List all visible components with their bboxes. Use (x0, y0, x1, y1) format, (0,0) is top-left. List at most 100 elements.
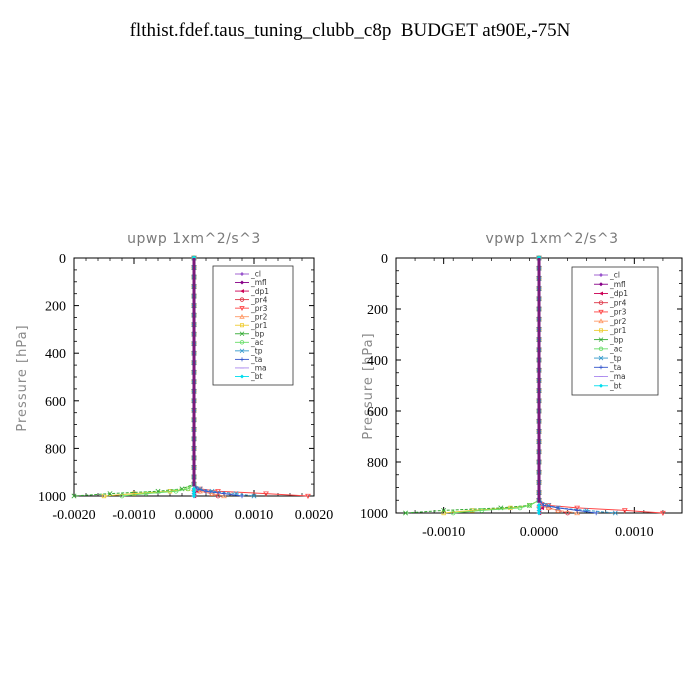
legend-label-pr1-vpwp: _pr1 (609, 326, 627, 335)
x-tick-label-upwp: -0.0010 (112, 508, 155, 523)
series-point-ac-vpwp (450, 510, 456, 516)
series-line-pr1-vpwp (443, 258, 540, 514)
series-line-pr2-vpwp (538, 258, 578, 514)
legend-label-tp-vpwp: _tp (609, 354, 622, 363)
series-point-bt-vpwp (536, 503, 542, 508)
legend-label-bt-upwp: _bt (250, 372, 263, 381)
legend-label-pr4-upwp: _pr4 (250, 295, 268, 304)
series-point-ta-upwp (239, 493, 245, 499)
legend-label-ma-vpwp: _ma (609, 372, 626, 381)
series-point-pr2-vpwp (574, 509, 581, 516)
y-tick-label-vpwp: 200 (367, 303, 388, 318)
series-point-pr3-vpwp (660, 510, 666, 517)
series-line-ac-upwp (121, 258, 195, 497)
series-point-bp-upwp (107, 491, 113, 497)
legend-marker-mfl-upwp (240, 280, 244, 285)
series-point-ta-vpwp (541, 503, 546, 508)
legend-marker-ta-vpwp (599, 365, 603, 370)
legend-marker-ac-vpwp (598, 346, 604, 352)
legend-label-ac-vpwp: _ac (609, 345, 622, 354)
y-tick-label-upwp: 600 (45, 395, 66, 410)
series-point-pr3-upwp (263, 491, 269, 497)
legend-label-bp-upwp: _bp (250, 329, 265, 338)
series-point-bt-upwp (191, 493, 197, 499)
series-point-ta-vpwp (555, 505, 561, 511)
series-point-ac-upwp (185, 486, 191, 492)
series-point-ac-upwp (119, 493, 125, 499)
series-point-bt-upwp (191, 486, 197, 492)
legend-label-ta-upwp: _ta (250, 355, 262, 364)
legend-label-tp-upwp: _tp (250, 347, 263, 356)
series-point-pr3-vpwp (621, 508, 628, 514)
legend-marker-bt-upwp (240, 374, 244, 379)
series-point-pr1-vpwp (470, 508, 475, 513)
y-tick-label-vpwp: 0 (381, 252, 388, 267)
series-point-ac-upwp (143, 491, 149, 496)
legend-marker-tp-vpwp (598, 355, 604, 361)
series-point-bt-vpwp (536, 505, 542, 511)
series-point-pr3-vpwp (574, 505, 581, 511)
y-tick-label-upwp: 0 (59, 252, 66, 267)
x-tick-label-upwp: 0.0010 (235, 508, 274, 523)
y-axis-label-vpwp: Pressure [hPa] (361, 332, 376, 439)
y-tick-label-vpwp: 400 (367, 354, 388, 369)
series-point-bt-upwp (191, 489, 197, 494)
series-point-ta-upwp (221, 491, 227, 496)
y-tick-label-upwp: 800 (45, 442, 66, 457)
legend-label-pr1-upwp: _pr1 (250, 321, 268, 330)
series-point-ta-vpwp (594, 510, 599, 516)
legend-label-mfl-upwp: _mfl (250, 278, 267, 287)
legend-marker-pr2-upwp (239, 313, 245, 319)
y-tick-label-vpwp: 800 (367, 456, 388, 471)
x-tick-label-upwp: 0.0020 (295, 508, 334, 523)
legend-label-mfl-vpwp: _mfl (609, 280, 626, 289)
series-point-ta-upwp (203, 489, 209, 494)
legend-marker-bp-upwp (239, 331, 245, 337)
series-point-pr2-upwp (197, 488, 203, 494)
legend-marker-dp1-vpwp (599, 291, 603, 296)
legend-marker-ac-upwp (239, 340, 245, 345)
legend-marker-pr2-vpwp (598, 318, 604, 324)
series-point-bp-vpwp (403, 510, 409, 516)
series-point-bp-upwp (71, 493, 77, 499)
page-title: flthist.fdef.taus_tuning_clubb_c8p BUDGE… (129, 20, 571, 41)
y-axis-label-upwp: Pressure [hPa] (15, 324, 30, 431)
legend-marker-pr1-vpwp (599, 328, 604, 333)
x-tick-label-upwp: 0.0000 (175, 508, 214, 523)
legend-label-pr4-vpwp: _pr4 (609, 298, 627, 307)
x-tick-label-vpwp: 0.0010 (615, 525, 654, 540)
series-point-ac-vpwp (517, 505, 523, 511)
legend-marker-mfl-vpwp (599, 282, 603, 287)
legend-label-ac-upwp: _ac (250, 338, 263, 347)
series-point-bt-vpwp (536, 510, 542, 516)
series-point-pr2-vpwp (545, 504, 552, 511)
legend-marker-bp-vpwp (598, 337, 604, 342)
legend-marker-pr1-upwp (239, 323, 244, 328)
legend-marker-bt-vpwp (599, 383, 603, 388)
legend-box-vpwp (571, 266, 659, 396)
legend-label-bp-vpwp: _bp (609, 335, 624, 344)
legend-marker-cl-upwp (240, 272, 244, 276)
series-line-ac-vpwp (453, 258, 540, 514)
series-point-bt-upwp (191, 491, 197, 496)
series-point-tp-upwp (251, 493, 257, 499)
chart-panel-upwp: upwp 1xm^2/s^3 Pressure [hPa] 0 200 400 600… (15, 231, 333, 523)
legend-label-cl-upwp: _cl (250, 270, 261, 279)
legend-label-ta-vpwp: _ta (609, 363, 621, 372)
x-tick-label-upwp: -0.0020 (52, 508, 95, 523)
y-tick-label-upwp: 400 (45, 347, 66, 362)
y-tick-label-vpwp: 600 (367, 405, 388, 420)
legend-marker-cl-vpwp (599, 273, 603, 277)
series-point-pr4-vpwp (565, 510, 570, 516)
series-point-tp-vpwp (612, 510, 618, 516)
legend-label-pr2-upwp: _pr2 (250, 312, 268, 321)
x-tick-label-vpwp: -0.0010 (422, 525, 465, 540)
legend-label-pr2-vpwp: _pr2 (609, 317, 627, 326)
series-point-ac-upwp (173, 488, 179, 494)
legend-label-cl-vpwp: _cl (609, 271, 620, 280)
legend-marker-pr4-upwp (239, 297, 245, 302)
series-point-pr2-vpwp (555, 507, 561, 513)
legend-marker-pr4-vpwp (598, 300, 604, 305)
legend-marker-dp1-upwp (240, 289, 244, 294)
